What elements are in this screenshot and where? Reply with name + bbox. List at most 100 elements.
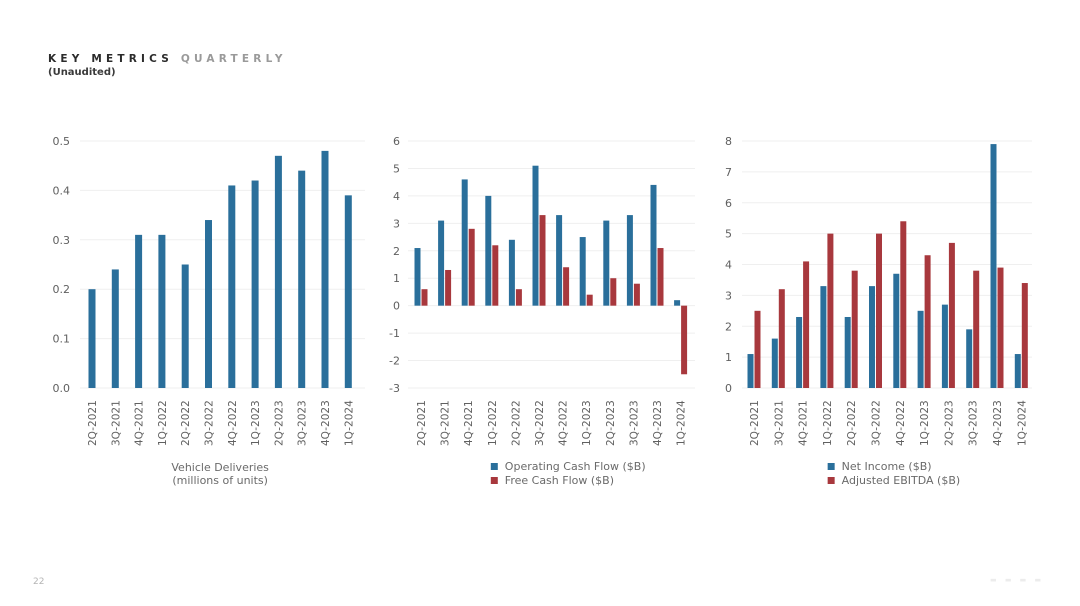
bar-primary bbox=[321, 150, 329, 388]
bar-secondary bbox=[468, 228, 475, 306]
y-tick-label: 2 bbox=[393, 245, 400, 258]
x-tick-label: 3Q-2023 bbox=[297, 400, 309, 446]
bar-primary bbox=[626, 215, 633, 306]
x-tick-label: 4Q-2022 bbox=[558, 400, 570, 446]
x-tick-label: 1Q-2024 bbox=[676, 400, 688, 446]
bar-primary bbox=[917, 310, 924, 388]
y-tick-label: 4 bbox=[725, 259, 732, 272]
bar-secondary bbox=[610, 278, 617, 306]
y-tick-label: 7 bbox=[725, 166, 732, 179]
bar-secondary bbox=[586, 294, 593, 306]
y-tick-label: 1 bbox=[725, 351, 732, 364]
y-tick-label: 4 bbox=[393, 190, 400, 203]
bar-secondary bbox=[657, 248, 664, 306]
x-tick-label: 2Q-2022 bbox=[510, 400, 522, 446]
x-tick-label: 3Q-2022 bbox=[204, 400, 216, 446]
x-tick-label: 3Q-2021 bbox=[773, 400, 785, 446]
bar-primary bbox=[579, 237, 586, 306]
y-tick-label: -1 bbox=[389, 327, 400, 340]
x-tick-label: 2Q-2023 bbox=[943, 400, 955, 446]
x-tick-label: 4Q-2023 bbox=[320, 400, 332, 446]
y-tick-label: 0.2 bbox=[53, 283, 71, 296]
y-tick-label: 0.4 bbox=[53, 184, 71, 197]
bar-primary bbox=[941, 304, 948, 388]
bar-primary bbox=[674, 300, 681, 306]
x-tick-label: 1Q-2022 bbox=[157, 400, 169, 446]
bar-primary bbox=[990, 144, 997, 388]
bar-secondary bbox=[876, 233, 882, 388]
y-tick-label: 0 bbox=[725, 382, 732, 395]
y-tick-label: 0.3 bbox=[53, 234, 71, 247]
legend-swatch bbox=[490, 463, 498, 470]
bar-primary bbox=[181, 264, 189, 388]
bar-primary bbox=[532, 165, 539, 306]
bar-primary bbox=[158, 234, 166, 388]
bar-primary bbox=[869, 286, 875, 388]
chart-caption: Vehicle Deliveries bbox=[171, 461, 269, 474]
bar-primary bbox=[438, 220, 445, 306]
bar-primary bbox=[414, 248, 421, 306]
bar-secondary bbox=[1021, 283, 1028, 388]
bar-primary bbox=[820, 286, 827, 388]
y-tick-label: 1 bbox=[393, 272, 400, 285]
y-tick-label: 3 bbox=[393, 217, 400, 230]
x-tick-label: 4Q-2023 bbox=[992, 400, 1004, 446]
legend-swatch bbox=[490, 477, 498, 484]
page-number: 22 bbox=[33, 577, 45, 587]
x-tick-label: 1Q-2023 bbox=[919, 400, 931, 446]
bar-primary bbox=[966, 329, 973, 388]
x-tick-label: 4Q-2022 bbox=[895, 400, 907, 446]
bar-primary bbox=[508, 239, 515, 306]
bar-secondary bbox=[492, 245, 499, 306]
bar-primary bbox=[135, 234, 143, 388]
chart-caption: (millions of units) bbox=[172, 474, 268, 487]
x-tick-label: 4Q-2021 bbox=[798, 400, 810, 446]
bar-primary bbox=[556, 215, 563, 306]
x-tick-label: 2Q-2021 bbox=[87, 400, 99, 446]
bar-primary bbox=[485, 195, 492, 306]
y-tick-label: 6 bbox=[725, 197, 732, 210]
x-tick-label: 1Q-2023 bbox=[581, 400, 593, 446]
bar-secondary bbox=[900, 221, 907, 388]
bar-secondary bbox=[754, 310, 761, 388]
legend-label: Free Cash Flow ($B) bbox=[505, 474, 614, 487]
title-quarterly: QUARTERLY bbox=[180, 53, 287, 65]
bar-primary bbox=[344, 195, 352, 388]
bar-primary bbox=[298, 170, 306, 388]
bar-secondary bbox=[973, 270, 980, 388]
bar-primary bbox=[844, 316, 851, 388]
x-tick-label: 3Q-2021 bbox=[440, 400, 452, 446]
y-tick-label: 5 bbox=[725, 228, 732, 241]
bar-secondary bbox=[445, 269, 452, 306]
bar-secondary bbox=[681, 305, 688, 375]
unaudited-note: (Unaudited) bbox=[48, 67, 116, 78]
legend-label: Net Income ($B) bbox=[842, 460, 932, 473]
x-tick-label: 2Q-2023 bbox=[273, 400, 285, 446]
bar-secondary bbox=[924, 255, 931, 388]
legend-label: Operating Cash Flow ($B) bbox=[505, 460, 646, 473]
page-title: KEY METRICS QUARTERLY bbox=[48, 53, 287, 65]
bar-secondary bbox=[539, 215, 546, 306]
x-tick-label: 2Q-2021 bbox=[749, 400, 761, 446]
x-tick-label: 2Q-2022 bbox=[180, 400, 192, 446]
x-tick-label: 3Q-2022 bbox=[534, 400, 546, 446]
y-tick-label: -2 bbox=[389, 355, 400, 368]
y-tick-label: 2 bbox=[725, 320, 732, 333]
bar-primary bbox=[893, 273, 900, 388]
bar-secondary bbox=[803, 261, 810, 388]
bar-secondary bbox=[421, 289, 428, 306]
x-tick-label: 1Q-2022 bbox=[822, 400, 834, 446]
bar-secondary bbox=[997, 267, 1004, 388]
bar-primary bbox=[228, 185, 236, 388]
y-tick-label: -3 bbox=[389, 382, 400, 395]
legend-swatch bbox=[827, 463, 835, 470]
x-tick-label: 3Q-2023 bbox=[628, 400, 640, 446]
y-tick-label: 8 bbox=[725, 135, 732, 148]
x-tick-label: 2Q-2021 bbox=[416, 400, 428, 446]
bar-primary bbox=[88, 289, 96, 388]
legend-label: Adjusted EBITDA ($B) bbox=[842, 474, 961, 487]
x-tick-label: 2Q-2022 bbox=[846, 400, 858, 446]
y-tick-label: 6 bbox=[393, 135, 400, 148]
x-tick-label: 2Q-2023 bbox=[605, 400, 617, 446]
